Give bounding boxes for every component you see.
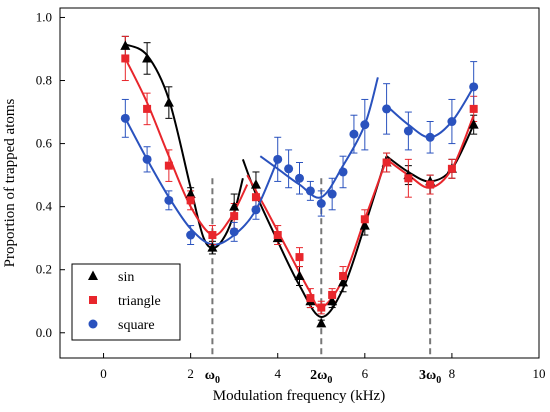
legend-label-triangle: triangle — [118, 294, 161, 309]
data-point-sin — [229, 201, 240, 211]
data-point-triangle — [143, 104, 152, 113]
data-point-square — [447, 117, 457, 127]
data-point-sin — [359, 220, 370, 230]
x-tick-label: 0 — [100, 366, 107, 381]
data-point-square — [327, 189, 337, 199]
y-axis-title: Proportion of trapped atoms — [2, 98, 18, 267]
y-tick-label: 0.8 — [36, 73, 52, 88]
data-point-sin — [163, 97, 174, 107]
y-axis: 0.0 0.2 0.4 0.6 0.8 1.0 — [36, 9, 65, 340]
data-points — [120, 40, 479, 328]
fit-curve-sin — [241, 155, 388, 319]
y-tick-label: 0.6 — [36, 136, 53, 151]
legend-label-sin: sin — [118, 270, 134, 285]
data-point-triangle — [186, 196, 195, 205]
data-point-triangle — [382, 158, 391, 167]
y-tick-label: 0.2 — [36, 262, 52, 277]
data-point-sin — [294, 270, 305, 281]
data-point-triangle — [447, 164, 456, 173]
data-point-triangle — [328, 290, 337, 299]
fit-curve-sin — [124, 43, 244, 249]
data-point-triangle — [339, 272, 348, 281]
data-point-square — [316, 198, 326, 208]
data-point-square — [142, 154, 152, 164]
data-point-triangle — [121, 54, 130, 63]
data-point-square — [382, 104, 392, 114]
data-point-triangle — [360, 215, 369, 224]
data-point-square — [403, 126, 413, 136]
legend-marker-square — [88, 319, 98, 329]
legend-marker-sin — [88, 270, 98, 280]
plot-frame — [59, 7, 540, 359]
x-tick-label: 10 — [533, 366, 546, 381]
legend: sin triangle square — [71, 263, 181, 341]
x-tick-label: 8 — [449, 366, 456, 381]
data-point-sin — [120, 40, 131, 50]
data-point-sin — [468, 119, 479, 129]
data-point-square — [273, 154, 283, 164]
data-point-square — [251, 205, 261, 215]
data-point-sin — [207, 242, 218, 252]
data-point-square — [425, 132, 435, 142]
x-tick-label: 6 — [362, 366, 369, 381]
omega-label: ω0 — [205, 368, 220, 386]
x-tick-label: 4 — [274, 366, 281, 381]
omega-labels: ω0 2ω0 3ω0 — [205, 368, 441, 386]
y-tick-label: 0.4 — [36, 199, 53, 214]
data-point-square — [229, 227, 239, 237]
x-tick-label: 2 — [187, 366, 194, 381]
data-point-triangle — [404, 174, 413, 183]
omega-label: 2ω0 — [310, 368, 332, 386]
data-point-square — [120, 113, 130, 123]
data-point-triangle — [251, 193, 260, 202]
data-point-square — [305, 186, 315, 196]
omega-label: 3ω0 — [419, 368, 441, 386]
data-point-sin — [316, 317, 327, 328]
legend-label-square: square — [118, 318, 155, 333]
data-point-sin — [185, 188, 196, 199]
data-point-sin — [142, 52, 153, 63]
data-point-sin — [338, 276, 349, 287]
data-point-square — [295, 173, 304, 183]
data-point-triangle — [273, 231, 282, 240]
data-point-triangle — [164, 161, 173, 170]
data-point-sin — [327, 295, 338, 306]
data-point-square — [338, 167, 348, 177]
data-point-square — [360, 120, 370, 130]
x-axis: 0 2 4 6 8 10 — [100, 353, 546, 381]
data-point-triangle — [295, 253, 304, 262]
y-tick-label: 0.0 — [36, 325, 52, 340]
x-axis-title: Modulation frequency (kHz) — [213, 388, 385, 404]
data-point-triangle — [469, 104, 478, 113]
data-point-triangle — [306, 294, 315, 303]
data-point-square — [186, 230, 196, 240]
data-point-square — [469, 82, 479, 92]
data-point-square — [284, 164, 294, 174]
legend-marker-triangle — [89, 296, 97, 304]
data-point-triangle — [208, 231, 217, 240]
data-point-square — [164, 195, 174, 205]
y-tick-label: 1.0 — [36, 9, 52, 24]
data-point-triangle — [317, 303, 326, 312]
data-point-triangle — [230, 212, 239, 221]
data-point-triangle — [426, 180, 435, 189]
data-point-square — [349, 129, 359, 139]
data-point-sin — [250, 179, 261, 189]
